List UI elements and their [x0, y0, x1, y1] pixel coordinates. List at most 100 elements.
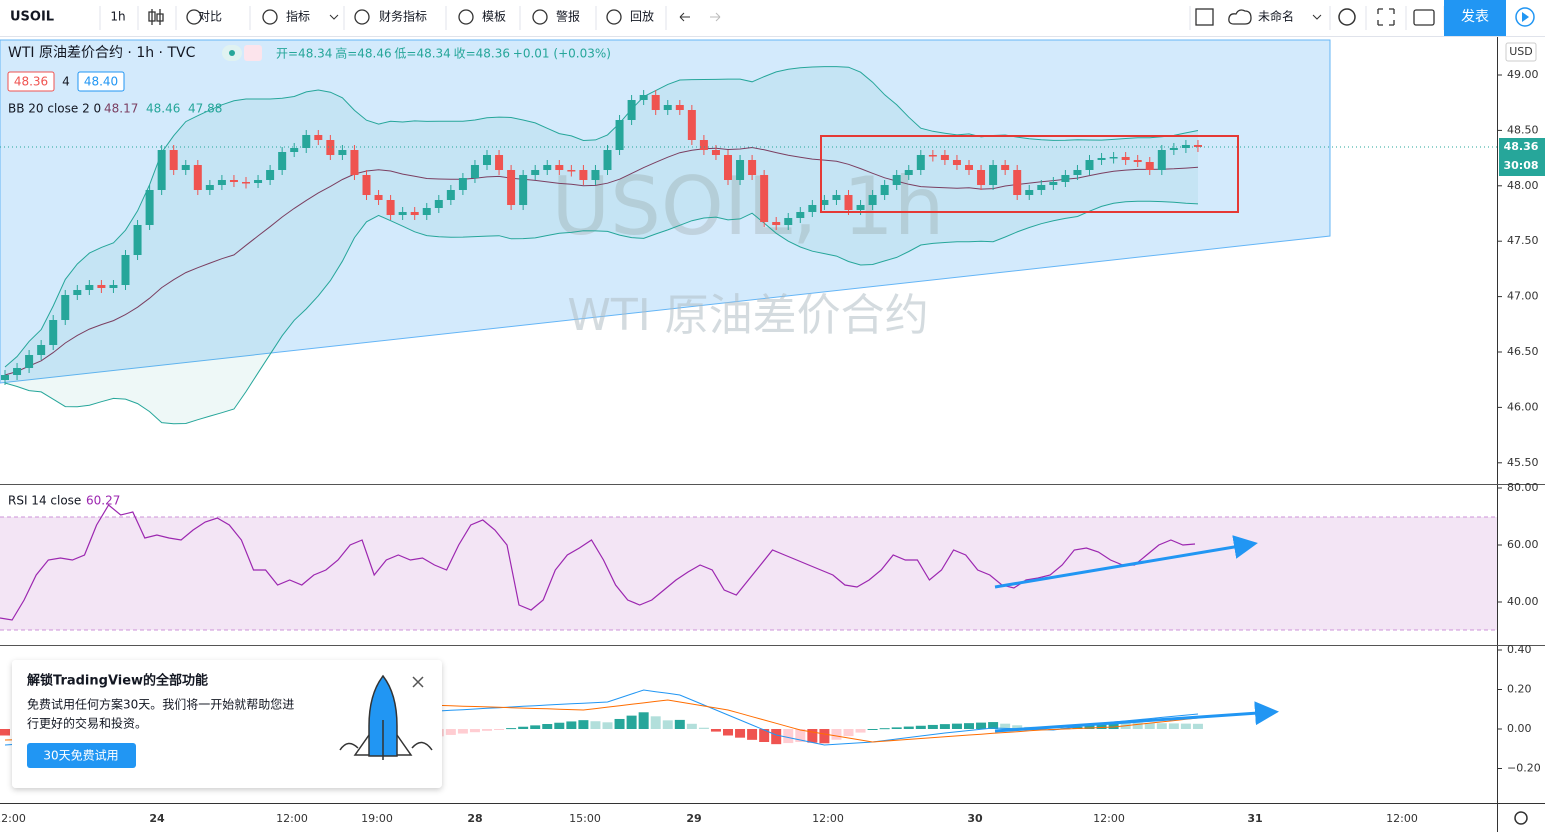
candle-body	[977, 170, 986, 185]
macd-histogram	[1180, 723, 1191, 729]
candle-body	[639, 95, 648, 100]
settings-icon[interactable]	[1338, 8, 1356, 26]
macd-histogram	[1192, 723, 1203, 729]
candle-body	[266, 170, 275, 180]
toolbar-item[interactable]: 指标	[286, 9, 310, 24]
candle-body	[1049, 182, 1058, 185]
macd-histogram	[674, 719, 685, 729]
dropdown-caret[interactable]	[1312, 14, 1322, 20]
macd-histogram	[614, 718, 625, 729]
macd-histogram	[723, 729, 733, 736]
publish-button[interactable]	[1444, 0, 1506, 36]
rsi-tick-label: 40.00	[1507, 595, 1539, 608]
candle-body	[290, 148, 299, 152]
camera-icon[interactable]	[1413, 9, 1435, 26]
time-label: 29	[686, 812, 701, 825]
candle-body	[73, 290, 82, 295]
cloud-icon[interactable]	[1228, 9, 1252, 25]
macd-histogram	[915, 725, 926, 729]
dropdown-caret[interactable]	[329, 14, 339, 20]
toolbar-icon[interactable]	[354, 9, 370, 25]
bb-lower	[4, 200, 1199, 425]
macd-histogram	[710, 729, 721, 732]
ohlc-value: 低=48.34	[394, 47, 450, 61]
candle-body	[350, 150, 359, 175]
symbol[interactable]: USOIL	[10, 10, 54, 25]
publish-label[interactable]: 发表	[1461, 9, 1489, 25]
candle-body	[1037, 185, 1046, 190]
toolbar-icon[interactable]	[458, 9, 474, 25]
candle-body	[133, 225, 142, 255]
candle-body	[928, 155, 937, 157]
macd-histogram	[494, 729, 505, 730]
candle-body	[916, 155, 925, 170]
candle-body	[446, 190, 455, 200]
candle-body	[242, 182, 250, 184]
symbol-title: WTI 原油差价合约 · 1h · TVC	[8, 45, 196, 61]
macd-histogram	[554, 722, 565, 729]
candle-body	[121, 255, 130, 285]
promo-close[interactable]	[412, 676, 424, 688]
candle-body	[724, 155, 732, 180]
layout-name[interactable]: 未命名	[1258, 9, 1294, 24]
candle-body	[507, 170, 516, 205]
macd-tick-label: 0.20	[1507, 683, 1532, 696]
time-label: 30	[967, 812, 983, 825]
play-icon[interactable]	[1515, 7, 1535, 27]
candles-icon[interactable]	[148, 9, 164, 25]
macd-histogram	[771, 729, 782, 745]
candle-body	[338, 150, 347, 155]
macd-histogram	[735, 729, 746, 738]
layout-icon[interactable]	[1195, 8, 1214, 26]
toolbar-icon[interactable]	[186, 9, 202, 25]
toolbar-item[interactable]: 警报	[556, 9, 580, 24]
rsi-value: 60.27	[86, 494, 120, 508]
toolbar-item[interactable]: 回放	[630, 9, 654, 24]
candle-body	[808, 205, 817, 212]
undo[interactable]	[679, 12, 690, 22]
play-triangle[interactable]	[1522, 12, 1529, 22]
candle-body	[398, 212, 407, 215]
candle-body	[687, 110, 696, 140]
candle-body	[699, 140, 708, 150]
candle-body	[85, 285, 94, 290]
candle-body	[1, 375, 9, 380]
currency: USD	[1509, 45, 1533, 58]
toolbar-item[interactable]: 模板	[482, 10, 506, 24]
promo-button-label[interactable]: 30天免费试用	[43, 748, 118, 763]
candle-body	[760, 175, 769, 222]
macd-histogram	[819, 729, 830, 744]
rsi-tick-label: 60.00	[1507, 538, 1539, 551]
toolbar-icon[interactable]	[532, 9, 548, 25]
toolbar-icon[interactable]	[262, 9, 278, 25]
interval[interactable]: 1h	[110, 10, 125, 24]
toolbar-icon[interactable]	[606, 9, 622, 25]
macd-histogram	[939, 724, 950, 729]
promo-button[interactable]	[27, 743, 136, 768]
settings-gear[interactable]	[1514, 811, 1528, 825]
candle-body	[145, 190, 154, 225]
candle-body	[736, 160, 745, 180]
candle-body	[1169, 148, 1178, 150]
macd-histogram	[602, 722, 613, 729]
macd-histogram	[843, 729, 854, 737]
ohlc-value: 收=48.36	[454, 47, 510, 61]
fullscreen-icon[interactable]	[1377, 8, 1395, 26]
macd-histogram	[469, 729, 480, 733]
macd-histogram	[783, 729, 794, 744]
candle-body	[362, 175, 371, 195]
candle-body	[856, 205, 865, 210]
candle-body	[1157, 150, 1166, 170]
macd-histogram	[903, 726, 914, 729]
redo[interactable]	[710, 12, 721, 22]
candle-body	[193, 165, 202, 190]
toolbar-item[interactable]: 对比	[198, 10, 222, 24]
spread: 4	[62, 75, 70, 89]
candle-body	[844, 195, 853, 210]
last-price: 48.36	[1504, 140, 1539, 153]
macd-histogram	[518, 726, 529, 729]
candle-body	[555, 165, 564, 170]
macd-histogram	[1132, 722, 1143, 729]
toolbar-item[interactable]: 财务指标	[379, 9, 427, 24]
